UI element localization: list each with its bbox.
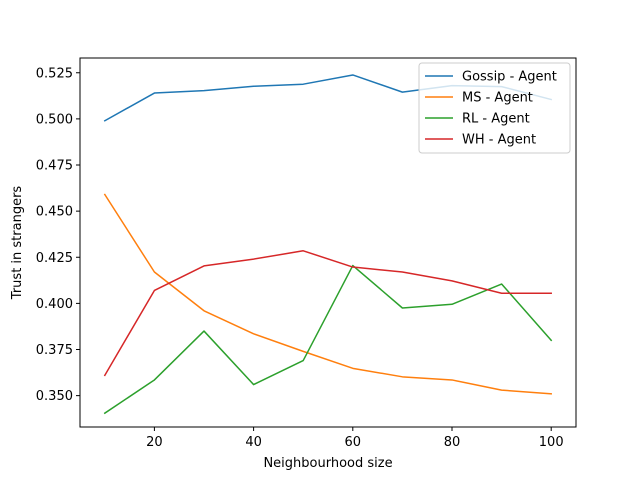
x-tick-label: 60 bbox=[345, 435, 362, 450]
y-axis-label: Trust in strangers bbox=[10, 186, 25, 301]
legend: Gossip - Agent MS - Agent RL - Agent WH - A… bbox=[418, 62, 571, 154]
legend-box bbox=[418, 62, 571, 154]
legend-label: RL - Agent bbox=[462, 112, 530, 127]
y-tick-label: 0.500 bbox=[36, 112, 73, 127]
y-tick-label: 0.525 bbox=[36, 66, 73, 81]
y-tick-label: 0.475 bbox=[36, 159, 73, 174]
series-line-rl-agent bbox=[103, 264, 553, 415]
y-tick-label: 0.425 bbox=[36, 251, 73, 266]
series-line-ms-agent bbox=[103, 193, 553, 395]
x-tick-label: 40 bbox=[245, 435, 262, 450]
legend-label: MS - Agent bbox=[462, 91, 533, 106]
x-tick-label: 80 bbox=[444, 435, 461, 450]
y-tick-label: 0.450 bbox=[36, 205, 73, 220]
series-line-wh-agent bbox=[103, 250, 552, 377]
y-axis-ticks: 0.350 0.375 0.400 0.425 0.450 0.475 0.500 0.525 bbox=[36, 66, 80, 404]
y-tick-label: 0.350 bbox=[36, 389, 73, 404]
x-axis-ticks: 20 40 60 80 100 bbox=[146, 427, 564, 450]
plot-frame bbox=[79, 57, 577, 428]
x-tick-label: 100 bbox=[539, 435, 564, 450]
y-tick-label: 0.400 bbox=[36, 297, 73, 312]
legend-label: WH - Agent bbox=[462, 133, 536, 148]
x-axis-label: Neighbourhood size bbox=[263, 456, 392, 471]
series-lines bbox=[103, 74, 553, 415]
legend-label: Gossip - Agent bbox=[462, 70, 557, 85]
x-tick-label: 20 bbox=[146, 435, 163, 450]
y-tick-label: 0.375 bbox=[36, 343, 73, 358]
